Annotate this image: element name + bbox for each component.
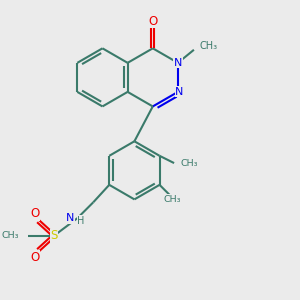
Text: H: H bbox=[77, 216, 85, 226]
Text: S: S bbox=[50, 229, 58, 242]
Text: N: N bbox=[175, 87, 184, 97]
Text: N: N bbox=[66, 213, 74, 223]
Text: CH₃: CH₃ bbox=[164, 195, 182, 204]
Text: N: N bbox=[174, 58, 182, 68]
Text: CH₃: CH₃ bbox=[181, 159, 198, 168]
Text: CH₃: CH₃ bbox=[1, 231, 19, 240]
Text: O: O bbox=[31, 251, 40, 264]
Text: CH₃: CH₃ bbox=[199, 41, 217, 51]
Text: O: O bbox=[148, 15, 158, 28]
Text: O: O bbox=[31, 207, 40, 220]
